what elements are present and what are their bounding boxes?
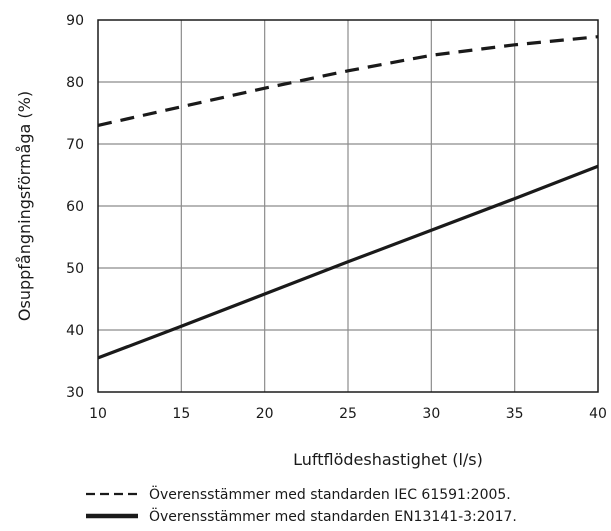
y-axis-title: Osuppfångningsförmåga (%) xyxy=(15,91,34,321)
x-tick-label: 25 xyxy=(339,406,357,422)
x-axis-ticks: 10 15 20 25 30 35 40 xyxy=(89,406,607,422)
y-tick-label: 50 xyxy=(66,261,84,277)
y-axis-ticks: 30 40 50 60 70 80 90 xyxy=(66,13,84,401)
series-line-1 xyxy=(97,164,599,360)
y-tick-label: 30 xyxy=(66,385,84,401)
x-tick-label: 35 xyxy=(506,406,524,422)
x-tick-label: 30 xyxy=(422,406,440,422)
grid-lines xyxy=(98,20,598,392)
x-axis-title: Luftflödeshastighet (l/s) xyxy=(293,450,483,469)
plot-frame xyxy=(97,19,599,393)
y-tick-label: 40 xyxy=(66,323,84,339)
x-tick-label: 15 xyxy=(172,406,190,422)
y-tick-label: 70 xyxy=(66,137,84,153)
legend: Överensstämmer med standarden IEC 61591:… xyxy=(86,485,517,525)
y-tick-label: 80 xyxy=(66,75,84,91)
x-tick-label: 20 xyxy=(256,406,274,422)
x-tick-label: 10 xyxy=(89,406,107,422)
series-line-0 xyxy=(97,35,599,127)
y-tick-label: 60 xyxy=(66,199,84,215)
series-group xyxy=(97,35,599,360)
y-tick-label: 90 xyxy=(66,13,84,29)
legend-label-iec: Överensstämmer med standarden IEC 61591:… xyxy=(149,485,511,503)
x-tick-label: 40 xyxy=(589,406,607,422)
legend-label-en: Överensstämmer med standarden EN13141-3:… xyxy=(149,507,517,525)
